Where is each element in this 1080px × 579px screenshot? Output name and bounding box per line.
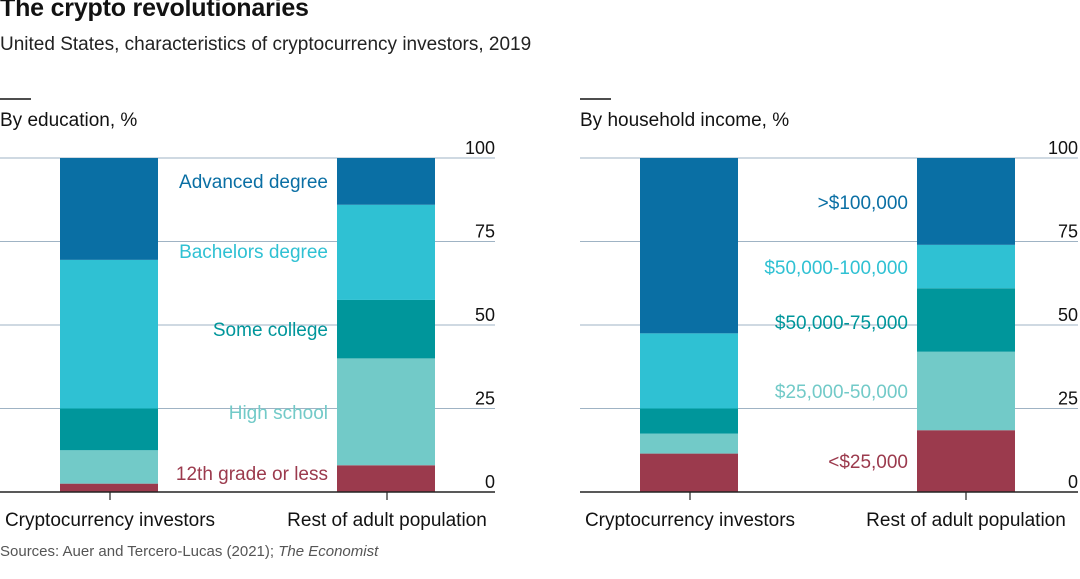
panel-education-category-label: Rest of adult population bbox=[287, 510, 487, 531]
panel-income-bar-segment bbox=[640, 333, 738, 409]
panel-income-category-label: Rest of adult population bbox=[866, 510, 1066, 531]
panel-education-ytick-label: 25 bbox=[475, 389, 495, 409]
panel-education-bar-segment bbox=[337, 204, 435, 300]
chart-subtitle: United States, characteristics of crypto… bbox=[0, 34, 532, 55]
panel-income-ytick-label: 25 bbox=[1058, 389, 1078, 409]
panel-income-ytick-label: 100 bbox=[1048, 138, 1078, 158]
panel-education-series-label: Bachelors degree bbox=[179, 242, 328, 263]
panel-income-bar-segment bbox=[917, 351, 1015, 431]
panel-education-bar-segment bbox=[337, 158, 435, 205]
panel-education-bar-segment bbox=[337, 299, 435, 359]
source-note: Sources: Auer and Tercero-Lucas (2021); … bbox=[0, 543, 378, 560]
panel-education-series-label: 12th grade or less bbox=[176, 464, 328, 485]
panel-education-ytick-label: 50 bbox=[475, 305, 495, 325]
panel-income-series-label: >$100,000 bbox=[818, 193, 908, 214]
source-publication: The Economist bbox=[278, 543, 379, 560]
panel-income-title: By household income, % bbox=[580, 110, 789, 131]
panel-income-category-label: Cryptocurrency investors bbox=[585, 510, 795, 531]
panel-income-series-label: $25,000-50,000 bbox=[775, 382, 908, 403]
chart-title: The crypto revolutionaries bbox=[0, 0, 309, 22]
source-text: Sources: Auer and Tercero-Lucas (2021); bbox=[0, 543, 279, 560]
panel-education-series-label: Some college bbox=[213, 320, 328, 341]
panel-education-bar-segment bbox=[60, 259, 158, 409]
panel-education-ytick-label: 75 bbox=[475, 222, 495, 242]
panel-income-bar-segment bbox=[917, 158, 1015, 245]
panel-education-title: By education, % bbox=[0, 110, 137, 131]
panel-income-bar-segment bbox=[917, 244, 1015, 289]
panel-education-bar-segment bbox=[337, 358, 435, 466]
panel-education-series-label: High school bbox=[229, 403, 328, 424]
panel-education-bar-segment bbox=[60, 483, 158, 492]
panel-income-bar-segment bbox=[640, 408, 738, 434]
panel-income-bar-segment bbox=[917, 430, 1015, 492]
panel-education-bar-segment bbox=[60, 450, 158, 484]
panel-income-series-label: $50,000-100,000 bbox=[764, 258, 908, 279]
panel-income-bar-segment bbox=[640, 433, 738, 454]
panel-income-bar-segment bbox=[640, 158, 738, 334]
panel-income-bar-segment bbox=[917, 288, 1015, 352]
panel-education-bar-segment bbox=[60, 158, 158, 260]
panel-income-ytick-label: 0 bbox=[1068, 472, 1078, 492]
panel-income-bar-segment bbox=[640, 453, 738, 492]
panel-education-series-label: Advanced degree bbox=[179, 172, 328, 193]
panel-income-ytick-label: 50 bbox=[1058, 305, 1078, 325]
panel-income-series-label: <$25,000 bbox=[828, 452, 908, 473]
panel-education-bar-segment bbox=[337, 465, 435, 492]
panel-education-category-label: Cryptocurrency investors bbox=[5, 510, 215, 531]
panel-education-ytick-label: 100 bbox=[465, 138, 495, 158]
panel-income-ytick-label: 75 bbox=[1058, 222, 1078, 242]
panel-education-ytick-label: 0 bbox=[485, 472, 495, 492]
panel-income-series-label: $50,000-75,000 bbox=[775, 313, 908, 334]
panel-education-bar-segment bbox=[60, 408, 158, 451]
